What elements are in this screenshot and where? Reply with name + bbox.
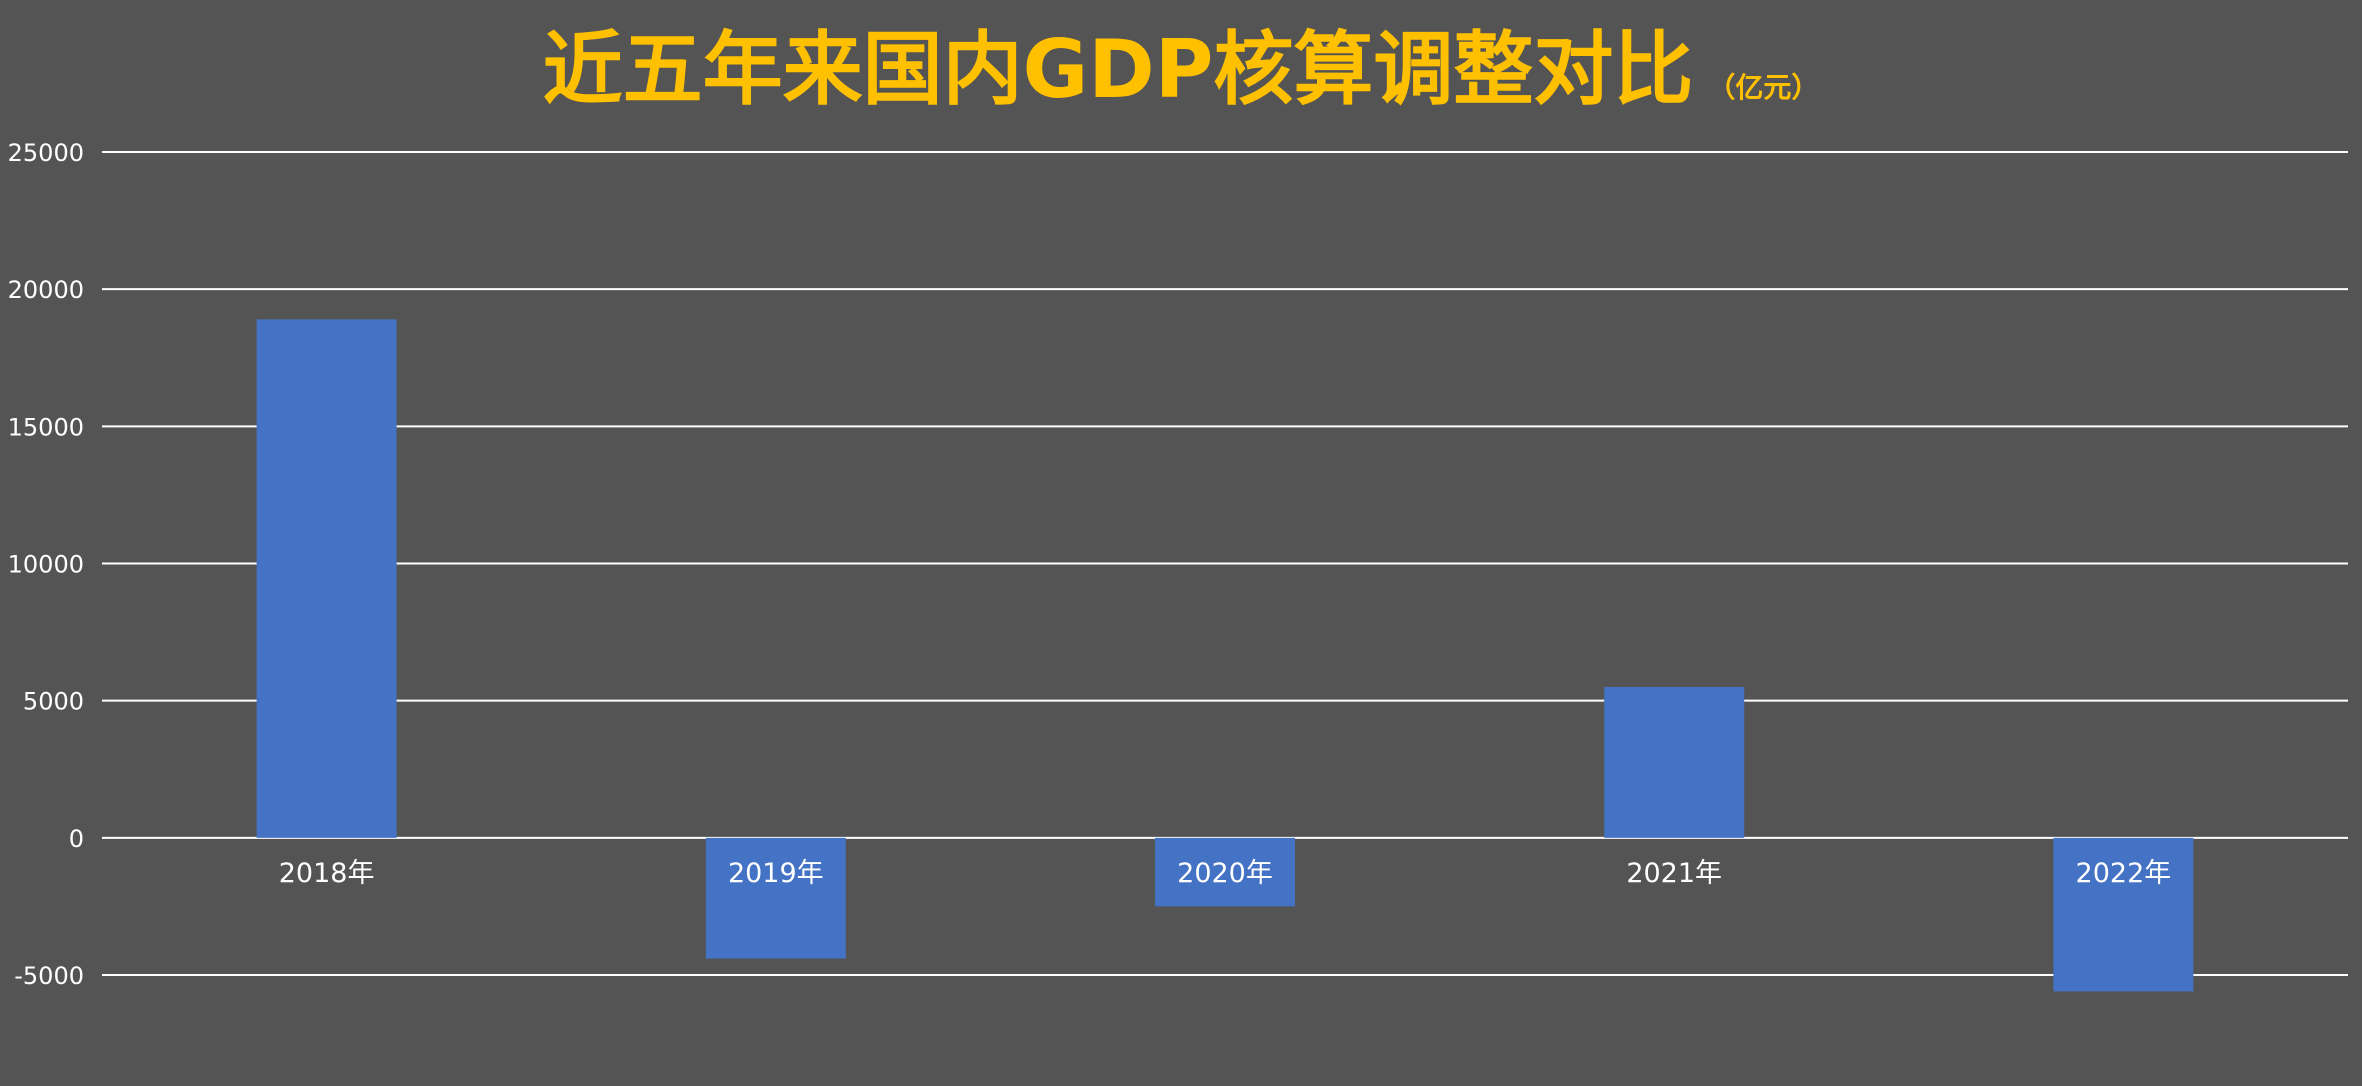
y-tick-label: -5000 — [14, 962, 84, 990]
y-tick-label: 5000 — [23, 688, 84, 716]
x-category-label: 2018年 — [279, 858, 375, 889]
x-category-label: 2021年 — [1626, 858, 1722, 889]
y-tick-label: 10000 — [8, 551, 84, 579]
bars — [256, 319, 2194, 992]
category-labels: 2018年 2019年 2020年 2021年 2022年 — [279, 858, 2172, 889]
chart-title-text: 近五年来国内GDP核算调整对比 — [542, 23, 1694, 116]
chart-unit-label: （亿元） — [1707, 71, 1820, 104]
x-category-label: 2019年 — [728, 858, 824, 889]
bar-2019年 — [705, 837, 846, 959]
y-axis-ticks: 25000 20000 15000 10000 5000 0 -5000 — [8, 139, 84, 990]
chart-title: 近五年来国内GDP核算调整对比 （亿元） — [0, 12, 2362, 146]
y-tick-label: 20000 — [8, 276, 84, 304]
y-tick-label: 0 — [69, 825, 84, 853]
y-tick-label: 25000 — [8, 139, 84, 167]
bar-2021年 — [1604, 686, 1745, 838]
bar-2020年 — [1155, 837, 1295, 907]
x-category-label: 2020年 — [1177, 858, 1273, 889]
gridlines — [102, 151, 2348, 976]
bar-2018年 — [256, 319, 397, 838]
y-tick-label: 15000 — [8, 413, 84, 441]
x-category-label: 2022年 — [2076, 858, 2172, 889]
bar-2022年 — [2053, 837, 2194, 992]
